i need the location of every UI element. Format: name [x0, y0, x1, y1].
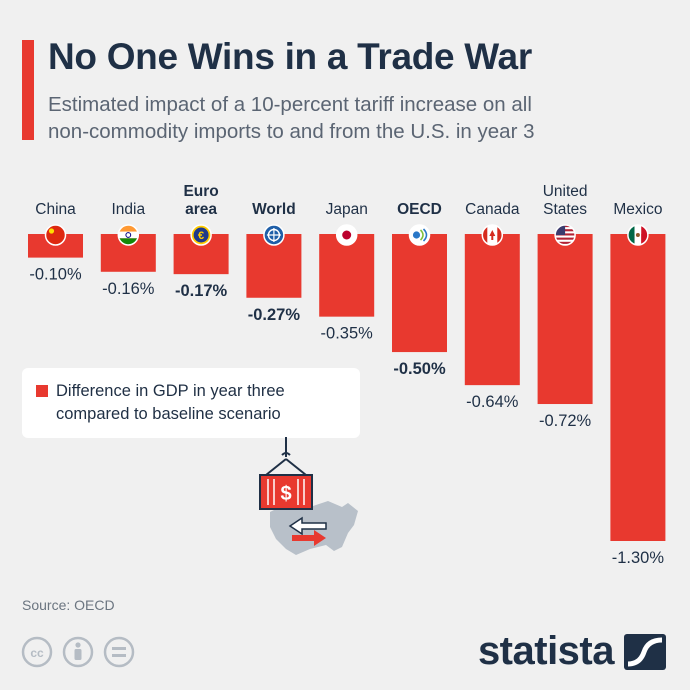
flag-side — [497, 225, 503, 245]
japan-flag-icon-body — [336, 225, 357, 245]
india-flag-icon — [117, 224, 140, 246]
bar-4 — [319, 234, 375, 317]
mexico-flag-icon-ring — [627, 224, 649, 246]
page-subtitle: Estimated impact of a 10-percent tariff … — [48, 91, 648, 145]
oecd-logo-icon-body — [409, 225, 430, 245]
china-flag-icon — [44, 224, 67, 246]
flag-band-right — [641, 225, 648, 245]
euro-symbol: € — [198, 230, 204, 242]
mexico-flag-icon — [627, 224, 649, 246]
source-note: Source: OECD — [22, 597, 115, 613]
bar-6 — [464, 234, 520, 386]
category-label: China — [35, 201, 76, 218]
flag-side — [482, 225, 488, 245]
flag-band-mid — [118, 231, 139, 239]
flag-sun — [342, 230, 352, 240]
flag-star — [48, 228, 55, 234]
flag-stripe — [555, 241, 576, 244]
statista-wordmark: statista — [477, 629, 615, 673]
license-icons: cc — [20, 634, 140, 679]
no-derivatives-icon — [103, 636, 135, 668]
bar-8 — [610, 234, 666, 541]
globe-icon — [263, 224, 285, 246]
bar-7 — [537, 234, 593, 405]
category-label: area — [185, 201, 217, 218]
legend-swatch — [36, 385, 48, 397]
value-label: -0.50% — [393, 360, 446, 378]
flag-inner — [193, 227, 209, 243]
oecd-logo-icon — [408, 224, 431, 246]
flag-canton — [555, 225, 566, 235]
flag-stripe — [555, 237, 576, 240]
legend-line-2: compared to baseline scenario — [56, 405, 281, 423]
canada-flag-icon-ring — [481, 224, 504, 246]
value-label: -0.17% — [175, 282, 228, 300]
subtitle-line-1: Estimated impact of a 10-percent tariff … — [48, 93, 532, 116]
category-label: World — [252, 201, 296, 218]
value-label: -0.27% — [248, 306, 301, 324]
value-label: -0.72% — [539, 412, 592, 430]
flag-band-left — [627, 225, 635, 245]
attribution-icon — [62, 636, 94, 668]
bar-0 — [28, 234, 83, 258]
japan-flag-icon — [335, 224, 358, 246]
oecd-dot — [412, 231, 421, 239]
usa-flag-icon-ring — [554, 224, 576, 246]
svg-text:cc: cc — [30, 646, 44, 660]
value-label: -0.35% — [321, 325, 374, 343]
china-flag-icon-body — [45, 225, 66, 245]
statista-brand: statista — [466, 628, 666, 674]
value-label: -1.30% — [612, 549, 665, 567]
category-label: United — [543, 183, 588, 200]
india-flag-icon-body — [118, 225, 139, 245]
oecd-arc — [419, 229, 424, 241]
chart-legend: Difference in GDP in year three compared… — [22, 368, 360, 438]
page-title: No One Wins in a Trade War — [48, 36, 532, 77]
oecd-logo-icon-ring — [408, 224, 431, 246]
legend-line-1: Difference in GDP in year three — [56, 382, 285, 400]
flag-band-top — [118, 225, 139, 232]
globe-icon-body — [263, 225, 284, 245]
category-label: Mexico — [613, 201, 662, 218]
subtitle-line-2: non-commodity imports to and from the U.… — [48, 120, 535, 143]
flag-wheel — [125, 232, 132, 238]
category-label: India — [111, 201, 145, 218]
bar-5 — [392, 234, 447, 353]
trade-arrows-icon — [288, 516, 327, 546]
svg-text:$: $ — [280, 483, 291, 505]
category-label: Euro — [183, 183, 218, 200]
japan-flag-icon-ring — [335, 224, 358, 246]
euro-icon-ring — [190, 224, 212, 246]
china-flag-icon-ring — [44, 224, 67, 246]
canada-flag-icon — [481, 224, 504, 246]
value-label: -0.64% — [466, 393, 519, 411]
container-crane-icon: $ — [259, 437, 313, 510]
value-label: -0.16% — [102, 280, 155, 298]
creative-commons-icon: cc — [21, 636, 53, 668]
euro-icon-body: € — [191, 225, 212, 245]
euro-icon: € — [190, 224, 212, 246]
usa-flag-icon-body — [555, 225, 576, 245]
category-label: Japan — [326, 201, 368, 218]
flag-band-bottom — [118, 238, 139, 245]
category-label: States — [543, 201, 587, 218]
mexico-flag-icon-body — [627, 225, 648, 245]
usa-flag-icon — [554, 224, 576, 246]
india-flag-icon-ring — [117, 224, 140, 246]
flag-leaf — [489, 230, 496, 240]
statista-logo-icon — [624, 634, 666, 670]
canada-flag-icon-body — [482, 225, 503, 245]
oecd-arc — [422, 228, 428, 242]
flag-emblem — [635, 233, 640, 237]
category-label: OECD — [397, 201, 442, 218]
value-label: -0.10% — [29, 266, 82, 284]
trade-war-illustration: $ — [259, 437, 358, 555]
globe-icon-ring — [263, 224, 285, 246]
title-accent-bar — [22, 40, 34, 140]
category-label: Canada — [465, 201, 520, 218]
